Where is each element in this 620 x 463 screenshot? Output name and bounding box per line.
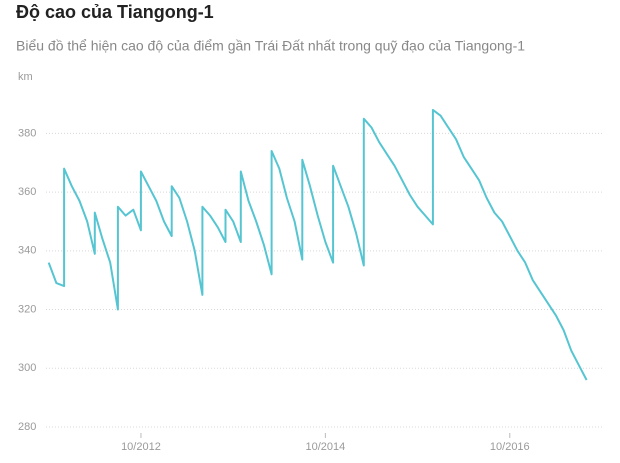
y-tick-label: 300: [18, 362, 36, 374]
x-tick-label: 10/2016: [490, 441, 530, 453]
chart-title: Độ cao của Tiangong-1: [16, 2, 214, 22]
y-tick-label: 340: [18, 245, 36, 257]
y-tick-label: 320: [18, 303, 36, 315]
y-tick-label: 280: [18, 421, 36, 433]
chart-subtitle: Biểu đồ thể hiện cao độ của điểm gần Trá…: [16, 38, 525, 54]
y-axis-label: km: [18, 71, 33, 83]
y-tick-label: 380: [18, 127, 36, 139]
x-tick-label: 10/2012: [121, 441, 161, 453]
data-line: [47, 108, 588, 381]
x-tick-label: 10/2014: [305, 441, 345, 453]
y-tick-label: 360: [18, 186, 36, 198]
